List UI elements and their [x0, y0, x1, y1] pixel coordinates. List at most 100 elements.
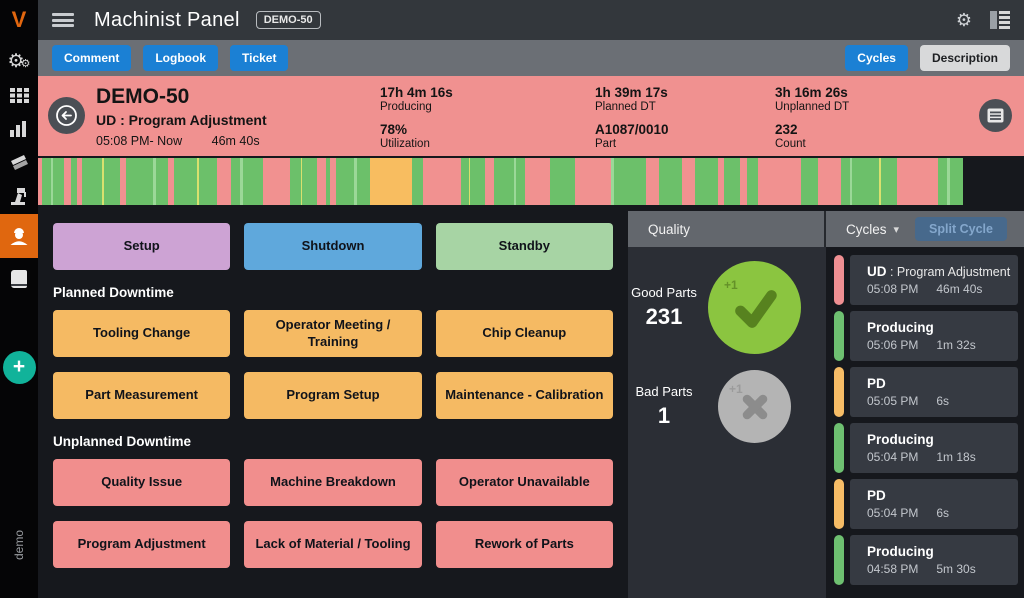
timeline-segment[interactable] [461, 158, 469, 205]
ticket-button[interactable]: Ticket [230, 45, 289, 71]
planned-downtime-button[interactable]: Maintenance - Calibration [435, 372, 613, 419]
timeline-segment[interactable] [681, 158, 696, 205]
timeline-segment[interactable] [840, 158, 850, 205]
timeline-segment[interactable] [937, 158, 947, 205]
logbook-button[interactable]: Logbook [143, 45, 218, 71]
timeline-segment[interactable] [231, 158, 241, 205]
timeline-segment[interactable] [216, 158, 232, 205]
timeline-segment[interactable] [168, 158, 174, 205]
brand-logo[interactable]: V [11, 7, 27, 32]
good-part-button[interactable]: +1 [708, 261, 801, 354]
timeline-segment[interactable] [525, 158, 551, 205]
timeline-segment[interactable] [300, 158, 303, 205]
cycle-item[interactable]: Producing 04:58 PM 5m 30s [834, 535, 1018, 585]
timeline-segment[interactable] [240, 158, 243, 205]
timeline-segment[interactable] [262, 158, 290, 205]
timeline-segment[interactable] [897, 158, 938, 205]
timeline-segment[interactable] [695, 158, 718, 205]
timeline-segment[interactable] [949, 158, 963, 205]
state-button[interactable]: Standby [435, 223, 613, 270]
state-button[interactable]: Shutdown [244, 223, 422, 270]
timeline-segment[interactable] [64, 158, 72, 205]
cycle-item[interactable]: Producing 05:06 PM 1m 32s [834, 311, 1018, 361]
back-button[interactable] [48, 97, 85, 134]
planned-downtime-button[interactable]: Operator Meeting / Training [244, 310, 422, 357]
timeline-segment[interactable] [422, 158, 462, 205]
timeline-segment[interactable] [849, 158, 853, 205]
timeline-segment[interactable] [818, 158, 841, 205]
unplanned-downtime-button[interactable]: Rework of Parts [435, 521, 613, 568]
timeline-segment[interactable] [513, 158, 517, 205]
timeline-segment[interactable] [173, 158, 198, 205]
timeline-segment[interactable] [723, 158, 741, 205]
timeline-segment[interactable] [801, 158, 819, 205]
timeline-segment[interactable] [38, 158, 42, 205]
timeline-segment[interactable] [881, 158, 898, 205]
timeline-segment[interactable] [330, 158, 337, 205]
timeline-segment[interactable] [659, 158, 682, 205]
unplanned-downtime-button[interactable]: Lack of Material / Tooling [244, 521, 422, 568]
timeline-segment[interactable] [645, 158, 660, 205]
timeline-segment[interactable] [325, 158, 331, 205]
apps-nav-item[interactable] [0, 80, 38, 110]
cycle-item[interactable]: PD 05:05 PM 6s [834, 367, 1018, 417]
banner-details-button[interactable] [979, 99, 1012, 132]
logbook-nav-item[interactable] [0, 264, 38, 296]
timeline-segment[interactable] [516, 158, 526, 205]
tools-nav-item[interactable] [0, 146, 38, 178]
settings-gear-icon[interactable]: ⚙ [955, 9, 972, 30]
timeline-segment[interactable] [53, 158, 65, 205]
planned-downtime-button[interactable]: Chip Cleanup [435, 310, 613, 357]
timeline-segment[interactable] [468, 158, 471, 205]
timeline-segment[interactable] [103, 158, 120, 205]
timeline-segment[interactable] [336, 158, 355, 205]
timeline-segment[interactable] [411, 158, 423, 205]
timeline-segment[interactable] [852, 158, 880, 205]
cycles-view-button[interactable]: Cycles [845, 45, 908, 71]
unplanned-downtime-button[interactable]: Operator Unavailable [435, 459, 613, 506]
timeline-segment[interactable] [369, 158, 412, 205]
panel-toggle-icon[interactable] [990, 11, 1010, 29]
state-button[interactable]: Setup [53, 223, 231, 270]
utilization-timeline[interactable] [38, 158, 963, 205]
split-cycle-button-disabled[interactable]: Split Cycle [915, 217, 1007, 241]
cycle-item[interactable]: Producing 05:04 PM 1m 18s [834, 423, 1018, 473]
timeline-segment[interactable] [717, 158, 724, 205]
description-view-button[interactable]: Description [919, 45, 1010, 71]
timeline-segment[interactable] [76, 158, 83, 205]
unplanned-downtime-button[interactable]: Quality Issue [53, 459, 231, 506]
cycles-dropdown[interactable]: Cycles ▾ [846, 221, 900, 237]
unplanned-downtime-button[interactable]: Machine Breakdown [244, 459, 422, 506]
timeline-segment[interactable] [198, 158, 217, 205]
planned-downtime-button[interactable]: Part Measurement [53, 372, 231, 419]
timeline-segment[interactable] [316, 158, 326, 205]
timeline-segment[interactable] [550, 158, 575, 205]
cycle-item[interactable]: PD 05:04 PM 6s [834, 479, 1018, 529]
comment-button[interactable]: Comment [52, 45, 132, 71]
machines-nav-item[interactable]: ⚙⚙ [0, 44, 38, 78]
timeline-segment[interactable] [197, 158, 199, 205]
planned-downtime-button[interactable]: Tooling Change [53, 310, 231, 357]
timeline-segment[interactable] [101, 158, 104, 205]
timeline-segment[interactable] [614, 158, 646, 205]
planned-downtime-button[interactable]: Program Setup [244, 372, 422, 419]
timeline-segment[interactable] [574, 158, 611, 205]
timeline-segment[interactable] [126, 158, 154, 205]
timeline-segment[interactable] [484, 158, 494, 205]
timeline-segment[interactable] [41, 158, 51, 205]
timeline-segment[interactable] [946, 158, 950, 205]
analytics-nav-item[interactable] [0, 114, 38, 144]
bad-part-button[interactable]: +1 [718, 370, 791, 443]
timeline-segment[interactable] [242, 158, 263, 205]
timeline-segment[interactable] [119, 158, 127, 205]
timeline-segment[interactable] [740, 158, 748, 205]
timeline-segment[interactable] [758, 158, 802, 205]
timeline-segment[interactable] [610, 158, 615, 205]
timeline-segment[interactable] [354, 158, 358, 205]
operator-nav-item-active[interactable] [0, 214, 38, 258]
timeline-segment[interactable] [82, 158, 102, 205]
timeline-segment[interactable] [879, 158, 882, 205]
timeline-segment[interactable] [153, 158, 156, 205]
timeline-segment[interactable] [470, 158, 485, 205]
timeline-segment[interactable] [71, 158, 77, 205]
